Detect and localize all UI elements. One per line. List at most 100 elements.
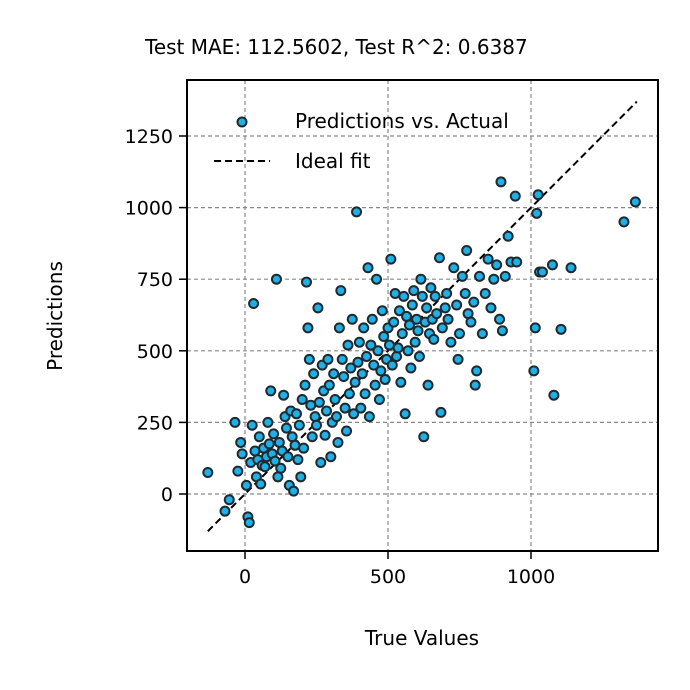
data-point [315, 456, 327, 468]
data-point [338, 371, 350, 383]
data-point [488, 273, 500, 285]
data-point [309, 411, 321, 423]
data-point [511, 256, 523, 268]
data-point [275, 462, 287, 474]
data-point [356, 368, 368, 380]
data-point [548, 389, 560, 401]
x-axis-title: True Values [364, 626, 479, 650]
data-point [343, 388, 355, 400]
data-point [319, 429, 331, 441]
data-point [391, 351, 403, 363]
grid-lines [187, 80, 658, 551]
data-point [235, 436, 247, 448]
data-point [349, 376, 361, 388]
data-point [236, 448, 248, 460]
data-point [263, 438, 275, 450]
data-point [303, 353, 315, 365]
data-point [295, 471, 307, 483]
data-point [359, 388, 371, 400]
data-point [232, 465, 244, 477]
data-point [336, 353, 348, 365]
legend: Predictions vs. Actual Ideal fit [214, 109, 509, 173]
plot-frame [186, 79, 659, 552]
data-point [395, 376, 407, 388]
data-point [418, 431, 430, 443]
data-point [363, 411, 375, 423]
chart-title: Test MAE: 112.5602, Test R^2: 0.6387 [144, 35, 528, 59]
data-point [529, 322, 541, 334]
data-point [293, 419, 305, 431]
data-point [353, 336, 365, 348]
data-point [269, 455, 281, 467]
data-point [528, 365, 540, 377]
data-point [409, 336, 421, 348]
data-point [494, 313, 506, 325]
legend-label-predictions: Predictions vs. Actual [295, 109, 509, 133]
x-tick-label: 0 [239, 566, 251, 588]
data-point [296, 393, 308, 405]
data-point [413, 351, 425, 363]
data-point [339, 402, 351, 414]
data-point [471, 365, 483, 377]
data-point [618, 216, 630, 228]
data-point [431, 308, 443, 320]
x-tick-label: 1000 [507, 566, 555, 588]
data-point [406, 299, 418, 311]
data-point [321, 405, 333, 417]
data-point [531, 207, 543, 219]
data-point [223, 494, 235, 506]
data-point [405, 362, 417, 374]
data-point [219, 505, 231, 517]
data-point [299, 379, 311, 391]
x-tick-label: 500 [370, 566, 406, 588]
data-point [459, 288, 471, 300]
data-point [532, 189, 544, 201]
data-point [361, 351, 373, 363]
data-point [313, 396, 325, 408]
data-point [331, 411, 343, 423]
data-point [341, 425, 353, 437]
data-point [396, 328, 408, 340]
data-point [441, 288, 453, 300]
data-point [292, 454, 304, 466]
data-point [333, 322, 345, 334]
x-axis-ticks: 0 500 1000 [239, 551, 555, 588]
data-point [268, 428, 280, 440]
legend-marker-predictions [236, 116, 248, 128]
data-point [485, 302, 497, 314]
data-point [262, 416, 274, 428]
data-point [352, 356, 364, 368]
data-point [479, 288, 491, 300]
data-point [322, 353, 334, 365]
data-point [312, 302, 324, 314]
data-point [393, 305, 405, 317]
data-point [565, 262, 577, 274]
data-point [332, 436, 344, 448]
data-point [439, 302, 451, 314]
data-point [325, 451, 337, 463]
data-point [474, 270, 486, 282]
data-point [253, 431, 265, 443]
data-point [298, 442, 310, 454]
y-tick-label: 1000 [125, 198, 173, 220]
data-point [365, 339, 377, 351]
data-point [445, 336, 457, 348]
data-point [469, 379, 481, 391]
data-point [425, 282, 437, 294]
data-point [346, 313, 358, 325]
data-point [202, 467, 214, 479]
data-point [491, 259, 503, 271]
data-point [421, 302, 433, 314]
data-point [302, 322, 314, 334]
y-tick-label: 750 [137, 269, 173, 291]
data-point [311, 419, 322, 431]
data-point [379, 373, 391, 385]
y-tick-label: 1250 [125, 126, 173, 148]
data-point [442, 313, 454, 325]
data-point [373, 393, 385, 405]
data-point [376, 305, 388, 317]
y-axis-ticks: 0 250 500 750 1000 1250 [125, 126, 187, 506]
data-point [428, 333, 440, 345]
data-point [323, 379, 335, 391]
data-point [278, 389, 290, 401]
